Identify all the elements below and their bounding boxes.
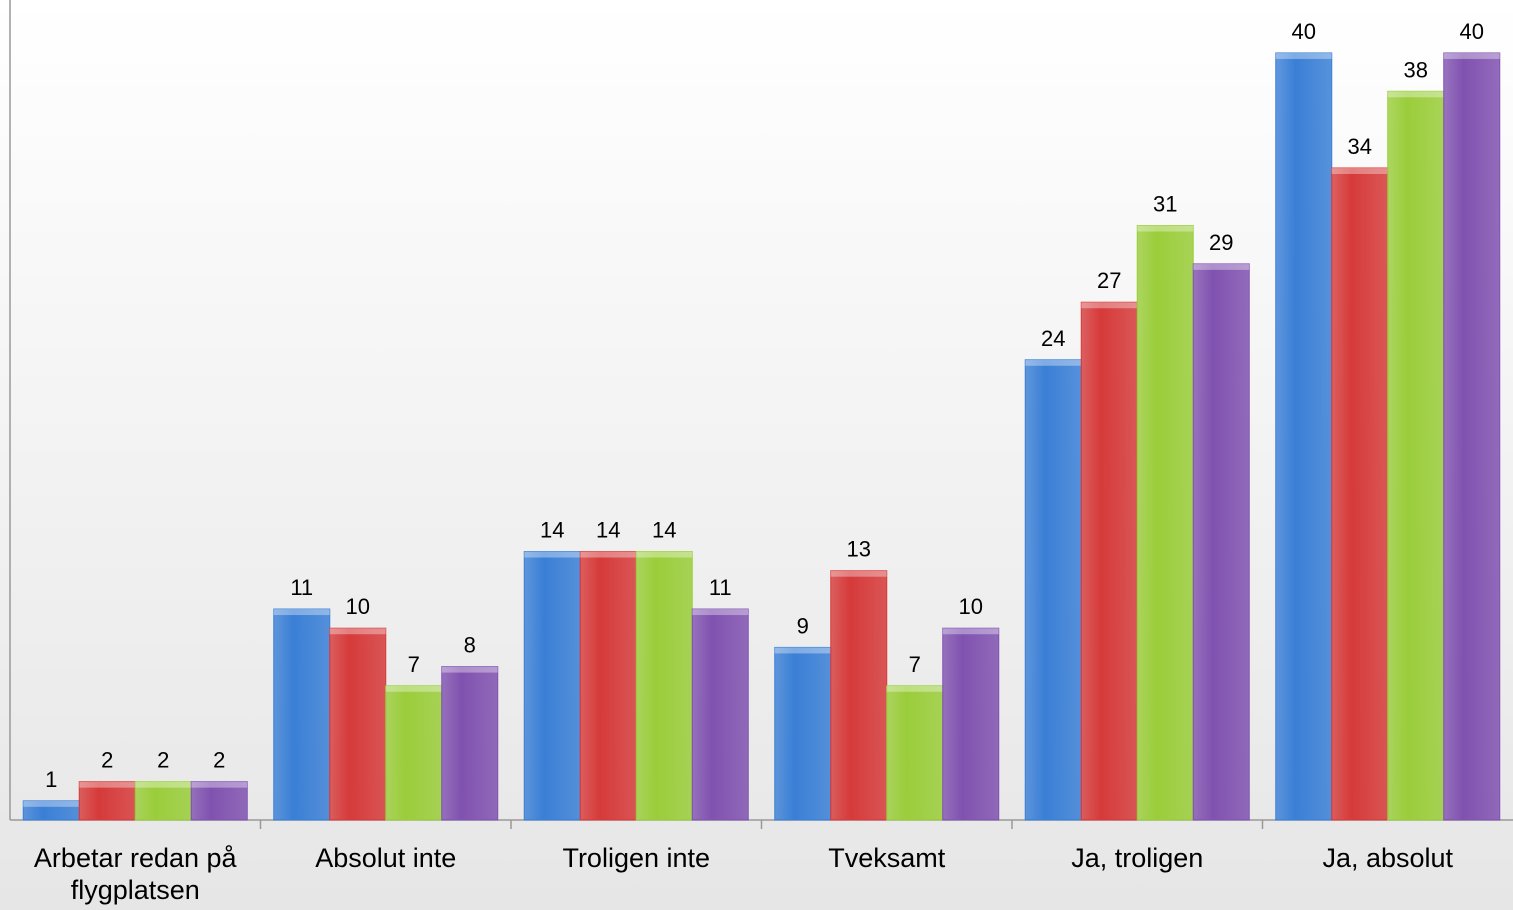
data-label: 2 <box>101 748 113 773</box>
bar-bevel <box>1275 52 1332 59</box>
bar <box>441 666 499 821</box>
x-tick-label: Ja, absolut <box>1322 843 1454 873</box>
bar-bevel <box>692 609 749 616</box>
bar-bevel <box>1193 263 1250 270</box>
bar <box>190 781 248 821</box>
bar-bevel <box>580 551 637 558</box>
bar <box>886 685 944 821</box>
bar <box>691 608 749 821</box>
bar <box>1136 225 1194 821</box>
x-tick-label: Absolut inte <box>315 843 457 873</box>
data-label: 27 <box>1097 268 1121 293</box>
bar-bevel <box>441 666 498 673</box>
bar <box>329 627 387 821</box>
bar-bevel <box>774 647 831 654</box>
x-tick-label: Ja, troligen <box>1071 843 1204 873</box>
bar-bevel <box>1137 225 1194 232</box>
bar <box>1024 359 1082 821</box>
bar <box>774 646 832 821</box>
bar-bevel <box>1387 91 1444 98</box>
data-label: 10 <box>959 594 983 619</box>
data-label: 40 <box>1460 19 1484 44</box>
bar <box>1443 52 1501 821</box>
bar <box>523 551 581 821</box>
data-label: 38 <box>1404 57 1428 82</box>
data-label: 34 <box>1348 134 1372 159</box>
data-label: 7 <box>408 652 420 677</box>
bar-bevel <box>135 781 192 788</box>
bar <box>635 551 693 821</box>
data-label: 13 <box>847 537 871 562</box>
data-label: 8 <box>464 633 476 658</box>
x-tick-label: Arbetar redan på flygplatsen <box>33 843 237 905</box>
bar-bevel <box>385 685 442 692</box>
bar-bevel <box>1443 52 1500 59</box>
bar-bevel <box>1025 359 1082 366</box>
bar <box>1275 52 1333 821</box>
bar-bevel <box>830 570 887 577</box>
data-label: 31 <box>1153 192 1177 217</box>
bar <box>273 608 331 821</box>
bar <box>942 627 1000 821</box>
x-tick-label: Troligen inte <box>562 843 711 873</box>
bar-bevel <box>191 781 248 788</box>
bar-bevel <box>1081 302 1138 309</box>
bar <box>1080 301 1138 821</box>
data-label: 2 <box>157 748 169 773</box>
data-label: 2 <box>213 748 225 773</box>
bar-bevel <box>524 551 581 558</box>
data-label: 24 <box>1041 326 1065 351</box>
bar <box>830 570 888 821</box>
bar-bevel <box>886 685 943 692</box>
data-label: 14 <box>540 518 564 543</box>
bar <box>134 781 192 821</box>
bar-bevel <box>329 628 386 635</box>
data-label: 14 <box>596 518 620 543</box>
data-label: 40 <box>1292 19 1316 44</box>
bar-bevel <box>273 609 330 616</box>
x-tick-label: Tveksamt <box>828 843 946 873</box>
data-label: 7 <box>909 652 921 677</box>
bar <box>1331 167 1389 821</box>
data-label: 10 <box>346 594 370 619</box>
bar <box>385 685 443 821</box>
data-label: 14 <box>652 518 676 543</box>
bar-bevel <box>79 781 136 788</box>
bar-bevel <box>636 551 693 558</box>
bar <box>579 551 637 821</box>
bar <box>1387 90 1445 821</box>
data-label: 29 <box>1209 230 1233 255</box>
data-label: 11 <box>709 575 732 600</box>
bar-bevel <box>942 628 999 635</box>
data-label: 9 <box>797 613 809 638</box>
bar <box>1192 263 1250 821</box>
data-label: 11 <box>290 575 313 600</box>
data-label: 1 <box>45 767 57 792</box>
bar-bevel <box>1331 168 1388 174</box>
bar-bevel <box>23 800 80 807</box>
